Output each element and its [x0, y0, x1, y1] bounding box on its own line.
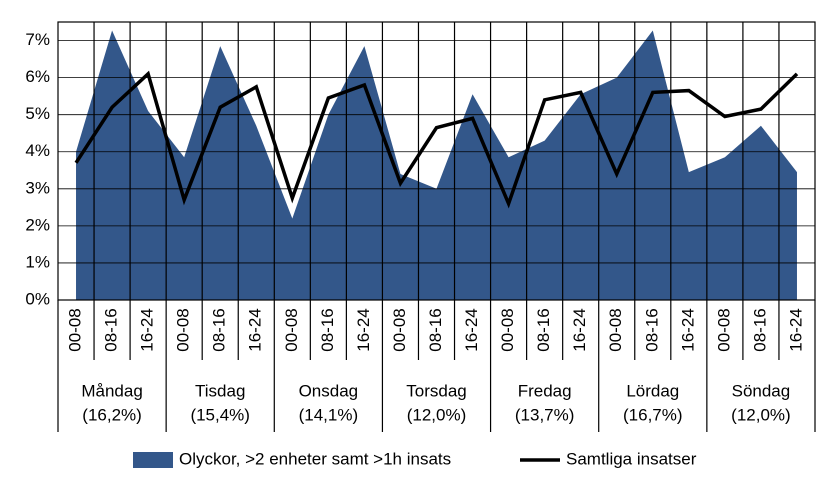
- day-label: Tisdag: [195, 381, 245, 400]
- day-label: Fredag: [518, 381, 572, 400]
- x-tick-label: 00-08: [282, 308, 301, 351]
- x-tick-label: 16-24: [678, 308, 697, 351]
- x-tick-label: 16-24: [462, 308, 481, 351]
- day-label: Onsdag: [299, 381, 359, 400]
- legend-swatch: [133, 452, 173, 468]
- x-tick-label: 00-08: [66, 308, 85, 351]
- y-tick-label: 0%: [25, 289, 50, 308]
- y-tick-label: 1%: [25, 252, 50, 271]
- day-share: (15,4%): [190, 405, 250, 424]
- x-tick-label: 16-24: [246, 308, 265, 351]
- legend-label: Samtliga insatser: [566, 449, 697, 468]
- x-tick-label: 16-24: [570, 308, 589, 351]
- x-tick-label: 16-24: [354, 308, 373, 351]
- day-label: Måndag: [81, 381, 142, 400]
- x-tick-label: 16-24: [138, 308, 157, 351]
- day-label: Torsdag: [406, 381, 466, 400]
- x-tick-label: 08-16: [210, 308, 229, 351]
- y-tick-label: 4%: [25, 141, 50, 160]
- day-share: (12,0%): [731, 405, 791, 424]
- day-label: Lördag: [626, 381, 679, 400]
- y-tick-label: 7%: [25, 30, 50, 49]
- day-label: Söndag: [732, 381, 791, 400]
- y-tick-label: 3%: [25, 178, 50, 197]
- x-tick-label: 16-24: [786, 308, 805, 351]
- x-tick-label: 00-08: [714, 308, 733, 351]
- day-share: (12,0%): [407, 405, 467, 424]
- y-tick-label: 2%: [25, 215, 50, 234]
- day-share: (16,7%): [623, 405, 683, 424]
- y-tick-label: 6%: [25, 67, 50, 86]
- day-share: (13,7%): [515, 405, 575, 424]
- x-tick-label: 00-08: [390, 308, 409, 351]
- x-tick-label: 08-16: [750, 308, 769, 351]
- x-tick-label: 00-08: [174, 308, 193, 351]
- x-tick-label: 08-16: [426, 308, 445, 351]
- x-tick-label: 08-16: [642, 308, 661, 351]
- x-tick-label: 00-08: [606, 308, 625, 351]
- x-tick-label: 08-16: [102, 308, 121, 351]
- x-tick-label: 00-08: [498, 308, 517, 351]
- area: [76, 30, 797, 301]
- plot-border: [57, 21, 816, 301]
- legend-label: Olyckor, >2 enheter samt >1h insats: [179, 449, 451, 468]
- y-tick-label: 5%: [25, 104, 50, 123]
- line: [74, 70, 799, 209]
- day-share: (16,2%): [82, 405, 142, 424]
- x-tick-label: 08-16: [534, 308, 553, 351]
- day-share: (14,1%): [299, 405, 359, 424]
- x-tick-label: 08-16: [318, 308, 337, 351]
